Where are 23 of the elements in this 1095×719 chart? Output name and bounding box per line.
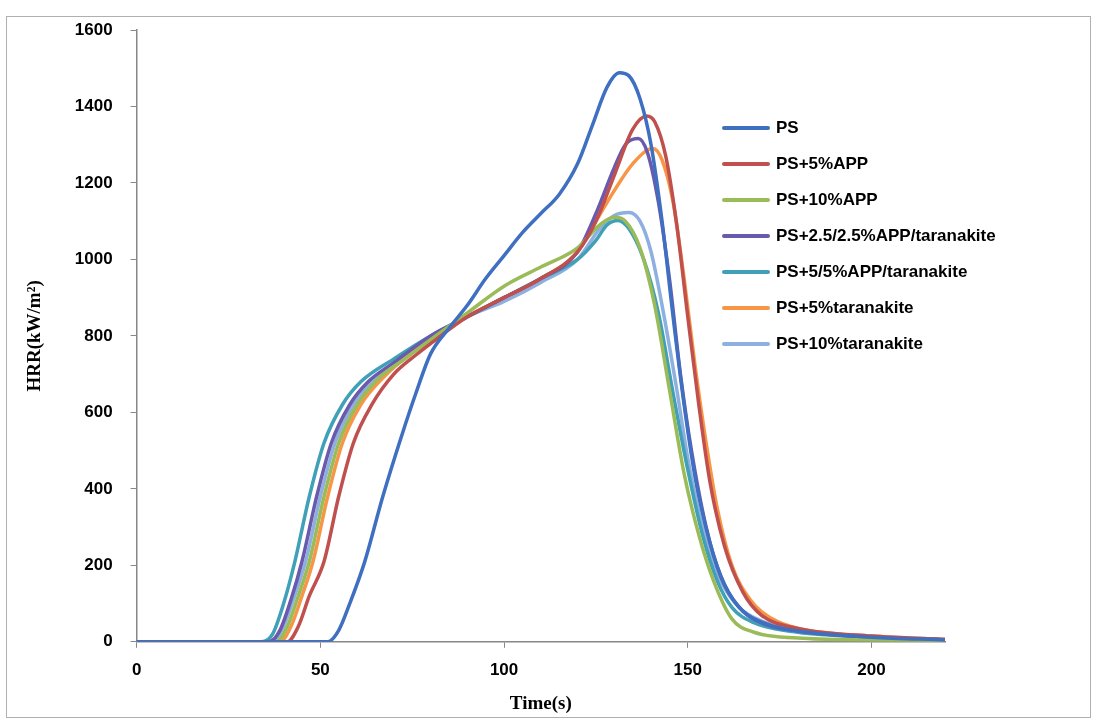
y-tick-label: 1600 — [74, 19, 113, 39]
legend-label: PS+5/5%APP/taranakite — [776, 262, 968, 282]
x-tick-label: 100 — [489, 659, 519, 679]
x-tick-label: 0 — [131, 659, 142, 679]
y-tick-label: 600 — [84, 402, 113, 422]
y-tick-label: 1400 — [74, 96, 113, 116]
x-tick-label: 150 — [673, 659, 702, 679]
x-axis-title: Time(s) — [509, 691, 572, 714]
legend-label: PS — [776, 118, 799, 138]
y-tick-label: 1000 — [74, 249, 113, 269]
legend-label: PS+5%taranakite — [776, 298, 914, 318]
legend-label: PS+5%APP — [776, 154, 869, 174]
y-tick-label: 1200 — [74, 172, 113, 192]
legend-label: PS+10%taranakite — [776, 334, 923, 354]
legend-label: PS+2.5/2.5%APP/taranakite — [776, 226, 996, 246]
y-tick-label: 800 — [84, 325, 113, 345]
y-axis-title: HRR(kW/m²) — [23, 280, 46, 392]
legend-label: PS+10%APP — [776, 190, 878, 210]
y-tick-label: 0 — [103, 631, 113, 651]
x-tick-label: 200 — [857, 659, 886, 679]
y-tick-label: 400 — [84, 478, 113, 498]
y-tick-label: 200 — [84, 555, 113, 575]
x-tick-label: 50 — [310, 659, 330, 679]
